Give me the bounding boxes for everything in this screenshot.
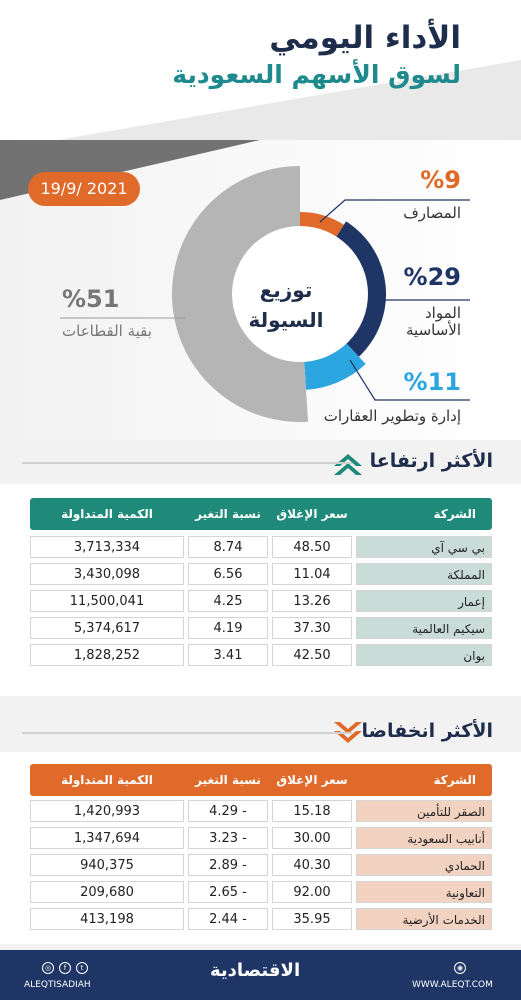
table-row: الحمادي 40.30 2.89 -940,375: [30, 854, 492, 876]
table-row: المملكة 11.04 6.56 3,430,098: [30, 563, 492, 585]
table-row: بي سي آي 48.50 8.74 3,713,334: [30, 536, 492, 558]
web-icon[interactable]: ◉: [454, 962, 466, 974]
gainers-panel: الشركة سعر الإغلاق نسبة التغير % الكمية الم…: [0, 484, 521, 696]
cell-company: الخدمات الأرضية: [356, 908, 492, 930]
instagram-icon[interactable]: ◎: [42, 962, 54, 974]
page-title: الأداء اليومي: [269, 20, 461, 56]
cell-company: بوان: [356, 644, 492, 666]
facebook-icon[interactable]: f: [59, 962, 71, 974]
cell-close: 13.26: [272, 590, 352, 612]
center-line2: السيولة: [248, 308, 324, 332]
realestate-pct: %11: [403, 368, 461, 396]
cell-close: 92.00: [272, 881, 352, 903]
cell-change: 3.41: [188, 644, 268, 666]
banks-pct: %9: [420, 166, 461, 194]
cell-close: 37.30: [272, 617, 352, 639]
others-label: بقية القطاعات: [62, 322, 152, 340]
date-badge: 19/9/ 2021: [28, 172, 140, 206]
cell-company: الصقر للتأمين: [356, 800, 492, 822]
footer: ◎ f t ALEQTISADIAH الاقتصادية ◉ WWW.ALEQ…: [0, 950, 521, 1000]
cell-change: 2.44 -: [188, 908, 268, 930]
cell-company: المملكة: [356, 563, 492, 585]
th-change: نسبة التغير %: [195, 507, 261, 553]
table-row: الصقر للتأمين 15.18 4.29 -1,420,993: [30, 800, 492, 822]
cell-company: التعاونية: [356, 881, 492, 903]
table-row: سيكيم العالمية 37.30 4.19 5,374,617: [30, 617, 492, 639]
gainers-divider: [22, 462, 352, 464]
table-row: إعمار 13.26 4.25 11,500,041: [30, 590, 492, 612]
donut-hole: [232, 226, 368, 362]
materials-label-2: الأساسية: [406, 321, 461, 339]
cell-volume: 11,500,041: [30, 590, 184, 612]
cell-change: 8.74: [188, 536, 268, 558]
cell-volume: 5,374,617: [30, 617, 184, 639]
footer-logo: الاقتصادية: [210, 960, 301, 981]
leader-line-banks: [319, 199, 470, 223]
cell-volume: 1,828,252: [30, 644, 184, 666]
table-row: بوان 42.50 3.41 1,828,252: [30, 644, 492, 666]
table-row: التعاونية 92.00 2.65 -209,680: [30, 881, 492, 903]
cell-change: 3.23 -: [188, 827, 268, 849]
banks-label: المصارف: [403, 204, 461, 222]
th-close: سعر الإغلاق: [276, 507, 348, 521]
cell-close: 48.50: [272, 536, 352, 558]
losers-table-header: الشركة سعر الإغلاق نسبة التغير % الكمية الم…: [30, 764, 492, 819]
table-row: أنابيب السعودية 30.00 3.23 -1,347,694: [30, 827, 492, 849]
cell-close: 35.95: [272, 908, 352, 930]
table-row: الخدمات الأرضية 35.95 2.44 -413,198: [30, 908, 492, 930]
footer-website[interactable]: WWW.ALEQT.COM: [412, 980, 493, 990]
leader-line-realestate: [349, 359, 470, 401]
losers-title: الأكثر انخفاضا: [361, 720, 493, 742]
cell-change: 6.56: [188, 563, 268, 585]
cell-volume: 1,420,993: [30, 800, 184, 822]
cell-volume: 3,713,334: [30, 536, 184, 558]
materials-pct: %29: [403, 263, 461, 291]
twitter-icon[interactable]: t: [76, 962, 88, 974]
cell-close: 40.30: [272, 854, 352, 876]
realestate-label: إدارة وتطوير العقارات: [323, 407, 461, 425]
cell-change: 2.65 -: [188, 881, 268, 903]
others-pct: %51: [62, 285, 120, 313]
cell-close: 11.04: [272, 563, 352, 585]
th-volume: الكمية المتداولة: [61, 507, 153, 521]
th-close: سعر الإغلاق: [276, 773, 348, 787]
cell-company: الحمادي: [356, 854, 492, 876]
th-company: الشركة: [433, 507, 476, 521]
cell-volume: 3,430,098: [30, 563, 184, 585]
losers-divider: [22, 732, 352, 734]
cell-close: 42.50: [272, 644, 352, 666]
cell-company: سيكيم العالمية: [356, 617, 492, 639]
cell-volume: 940,375: [30, 854, 184, 876]
th-change: نسبة التغير %: [195, 773, 261, 819]
th-company: الشركة: [433, 773, 476, 787]
materials-label-1: المواد: [424, 304, 461, 322]
arrow-up-icon: [334, 454, 362, 475]
gainers-table-header: الشركة سعر الإغلاق نسبة التغير % الكمية الم…: [30, 498, 492, 553]
arrow-down-icon: [334, 722, 362, 743]
center-line1: توزيع: [259, 278, 313, 302]
cell-volume: 413,198: [30, 908, 184, 930]
cell-company: إعمار: [356, 590, 492, 612]
th-volume: الكمية المتداولة: [61, 773, 153, 787]
cell-change: 4.19: [188, 617, 268, 639]
cell-close: 30.00: [272, 827, 352, 849]
gainers-title: الأكثر ارتفاعا: [369, 450, 493, 472]
cell-company: أنابيب السعودية: [356, 827, 492, 849]
losers-panel: الشركة سعر الإغلاق نسبة التغير % الكمية الم…: [0, 752, 521, 944]
page-subtitle: لسوق الأسهم السعودية: [172, 60, 461, 89]
cell-company: بي سي آي: [356, 536, 492, 558]
liquidity-donut: [0, 140, 521, 440]
donut-center-label: توزيع السيولة: [236, 275, 336, 335]
footer-handle[interactable]: ALEQTISADIAH: [24, 980, 91, 990]
cell-change: 4.29 -: [188, 800, 268, 822]
cell-close: 15.18: [272, 800, 352, 822]
cell-change: 4.25: [188, 590, 268, 612]
cell-volume: 1,347,694: [30, 827, 184, 849]
cell-change: 2.89 -: [188, 854, 268, 876]
cell-volume: 209,680: [30, 881, 184, 903]
